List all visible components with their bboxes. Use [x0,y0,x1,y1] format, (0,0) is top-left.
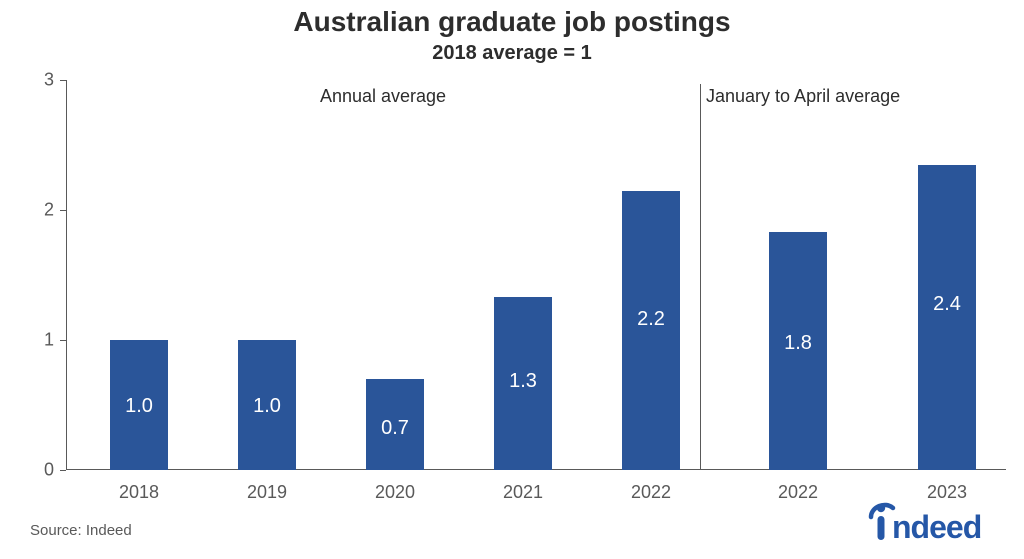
y-tick-mark [60,470,66,471]
bar-value-label: 2.4 [918,293,976,316]
bar-value-label: 1.8 [769,332,827,355]
bar: 1.3 [494,297,552,470]
bar: 1.0 [110,340,168,470]
bar-value-label: 1.0 [238,395,296,418]
y-axis [66,80,67,470]
plot-area: 1.0 1.0 0.7 1.3 2.2 1.8 2.4 [66,80,1006,470]
x-tick-label: 2018 [119,482,159,503]
bar: 0.7 [366,379,424,470]
bar-value-label: 1.3 [494,370,552,393]
y-tick-mark [60,340,66,341]
svg-text:ndeed: ndeed [892,509,981,544]
bar: 2.4 [918,165,976,471]
x-tick-label: 2019 [247,482,287,503]
bar-value-label: 2.2 [622,308,680,331]
x-tick-label: 2020 [375,482,415,503]
chart-root: Australian graduate job postings 2018 av… [0,0,1024,559]
y-tick-label: 0 [0,460,54,481]
indeed-logo-svg: ndeed [868,500,1008,544]
y-tick-mark [60,80,66,81]
group-divider [700,84,701,470]
bar: 2.2 [622,191,680,471]
x-tick-label: 2022 [778,482,818,503]
x-tick-label: 2021 [503,482,543,503]
chart-title: Australian graduate job postings [0,6,1024,38]
bar-value-label: 0.7 [366,417,424,440]
y-tick-label: 2 [0,200,54,221]
y-tick-label: 3 [0,70,54,91]
chart-subtitle: 2018 average = 1 [0,42,1024,65]
source-text: Source: Indeed [30,522,132,539]
bar: 1.0 [238,340,296,470]
indeed-logo: ndeed [868,500,1008,553]
y-tick-mark [60,210,66,211]
x-tick-label: 2022 [631,482,671,503]
bar-value-label: 1.0 [110,395,168,418]
bar: 1.8 [769,232,827,470]
y-tick-label: 1 [0,330,54,351]
